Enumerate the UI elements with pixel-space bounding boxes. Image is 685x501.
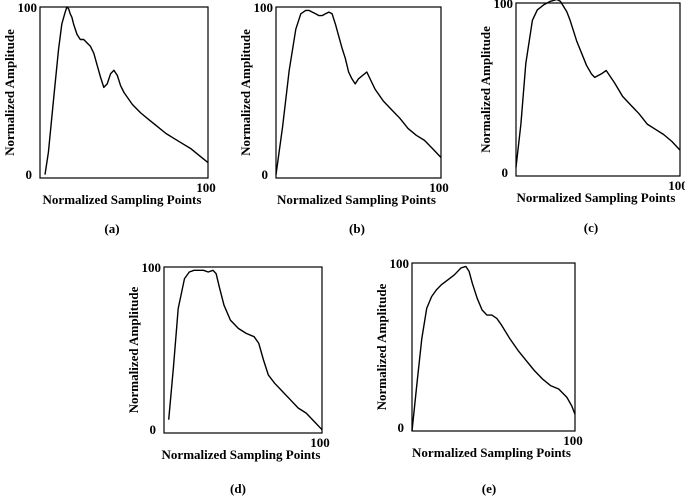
- y-tick-label: 100: [254, 0, 274, 15]
- plot-frame: [163, 266, 323, 434]
- panel-caption: (c): [584, 220, 598, 235]
- plot-frame: [515, 2, 681, 177]
- x-axis-label: Normalized Sampling Points: [162, 447, 321, 462]
- series-line: [411, 265, 576, 432]
- y-axis-label: Normalized Amplitude: [2, 29, 17, 156]
- x-tick-label: 100: [196, 180, 216, 195]
- x-tick-label: 100: [563, 433, 583, 448]
- x-tick-label: 100: [429, 180, 449, 195]
- y-tick-label: 0: [150, 422, 157, 437]
- panel-caption: (d): [230, 481, 246, 496]
- y-tick-label: 0: [262, 167, 269, 182]
- series-line: [275, 9, 442, 175]
- series-line: [44, 6, 209, 175]
- y-tick-label: 100: [494, 0, 514, 11]
- x-axis-label: Normalized Sampling Points: [43, 192, 202, 207]
- plot-frame: [275, 6, 442, 179]
- plot-frame: [39, 6, 209, 179]
- y-tick-label: 100: [390, 256, 410, 271]
- x-axis-label: Normalized Sampling Points: [277, 192, 436, 207]
- y-tick-label: 100: [18, 0, 38, 15]
- y-axis-label: Normalized Amplitude: [126, 286, 141, 413]
- panel-caption: (a): [104, 221, 119, 236]
- y-tick-label: 0: [398, 420, 405, 435]
- x-axis-label: Normalized Sampling Points: [517, 190, 676, 205]
- x-axis-label: Normalized Sampling Points: [412, 445, 571, 460]
- y-axis-label: Normalized Amplitude: [238, 29, 253, 156]
- panel-caption: (b): [349, 221, 365, 236]
- x-tick-label: 100: [668, 178, 685, 193]
- panel-caption: (e): [482, 481, 496, 496]
- y-axis-label: Normalized Amplitude: [478, 26, 493, 153]
- y-tick-label: 100: [142, 260, 162, 275]
- y-tick-label: 0: [26, 167, 33, 182]
- y-tick-label: 0: [502, 165, 509, 180]
- series-line: [515, 0, 681, 168]
- y-axis-label: Normalized Amplitude: [374, 283, 389, 410]
- plot-frame: [411, 262, 576, 432]
- x-tick-label: 100: [310, 435, 330, 450]
- series-line: [168, 269, 323, 431]
